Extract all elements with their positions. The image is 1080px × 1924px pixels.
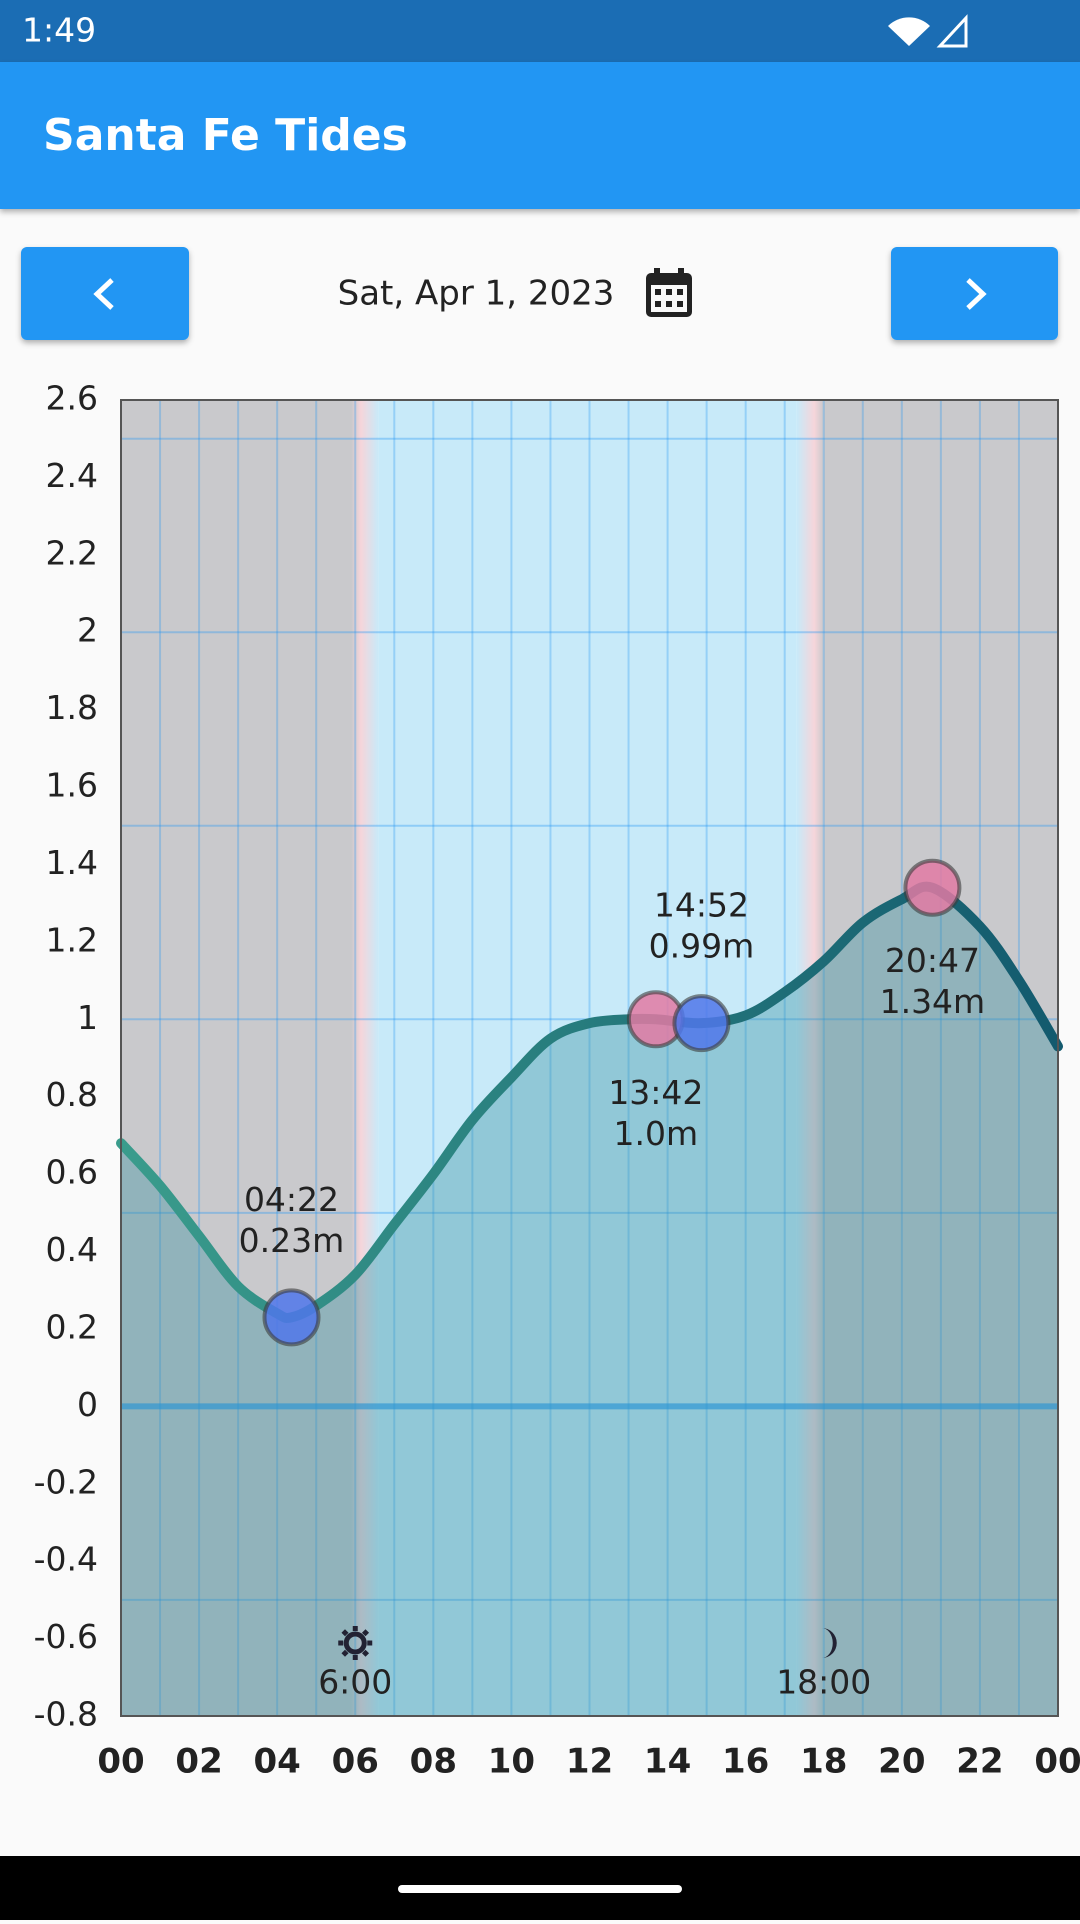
signal-icon — [936, 14, 968, 48]
wifi-icon — [888, 17, 930, 46]
extreme-height: 1.0m — [614, 1114, 699, 1153]
x-tick-label: 08 — [410, 1742, 457, 1782]
x-tick-label: 14 — [644, 1742, 691, 1782]
x-tick-label: 02 — [175, 1742, 222, 1782]
home-indicator — [398, 1885, 682, 1893]
extreme-height: 0.99m — [649, 927, 755, 966]
extreme-time: 13:42 — [608, 1073, 703, 1112]
y-tick-label: 0 — [77, 1385, 98, 1424]
y-tick-label: 2.6 — [46, 379, 98, 418]
next-chevron — [966, 278, 987, 310]
extreme-marker — [903, 858, 962, 917]
tide-area — [121, 886, 1058, 1716]
sunrise-ray — [341, 1629, 349, 1637]
extreme-time: 20:47 — [885, 941, 980, 980]
sunrise-icon — [343, 1631, 367, 1655]
calendar-ring — [654, 268, 660, 278]
dusk-band — [796, 400, 824, 1716]
sunrise-label: 6:00 — [318, 1663, 392, 1702]
x-tick-label: 20 — [878, 1742, 925, 1782]
sunrise-ray — [361, 1629, 370, 1637]
app-bar — [0, 62, 1080, 209]
y-tick-label: 2.2 — [46, 533, 98, 572]
y-tick-label: 1.4 — [46, 843, 98, 882]
extreme-time: 14:52 — [654, 886, 749, 925]
next-button[interactable] — [891, 247, 1058, 340]
y-tick-label: -0.2 — [34, 1462, 98, 1501]
y-tick-label: 1.8 — [46, 688, 98, 727]
extreme-marker — [262, 1288, 321, 1347]
prev-button-bg — [21, 247, 189, 340]
extreme-height: 1.34m — [880, 982, 986, 1021]
next-button-bg — [891, 247, 1058, 340]
y-tick-label: 0.2 — [46, 1307, 98, 1346]
x-tick-label: 06 — [332, 1742, 379, 1782]
x-tick-label: 00 — [1034, 1742, 1080, 1782]
x-tick-label: 16 — [722, 1742, 769, 1782]
prev-chevron — [93, 278, 114, 310]
y-tick-label: 2 — [77, 611, 98, 650]
extreme-height: 0.23m — [239, 1221, 345, 1260]
y-tick-label: 1.6 — [46, 766, 98, 805]
calendar-ring — [678, 268, 684, 278]
night-band — [121, 400, 356, 1716]
y-tick-label: -0.8 — [34, 1695, 98, 1734]
x-tick-label: 00 — [97, 1742, 144, 1782]
plot-border — [120, 399, 1059, 1717]
calendar-button[interactable] — [646, 268, 692, 317]
dawn-band — [351, 400, 379, 1716]
y-tick-label: -0.4 — [34, 1540, 98, 1579]
date-label: Sat, Apr 1, 2023 — [338, 274, 615, 314]
y-tick-label: 2.4 — [46, 456, 98, 495]
x-tick-label: 22 — [956, 1742, 1003, 1782]
x-tick-label: 12 — [566, 1742, 613, 1782]
y-tick-label: 1 — [77, 998, 98, 1037]
sunset-icon — [821, 1628, 837, 1658]
sunrise-ray — [341, 1649, 349, 1657]
extreme-marker — [672, 994, 731, 1053]
x-tick-label: 04 — [254, 1742, 301, 1782]
y-tick-label: 0.8 — [46, 1075, 98, 1114]
x-tick-label: 18 — [800, 1742, 847, 1782]
y-tick-label: -0.6 — [34, 1617, 98, 1656]
extreme-time: 04:22 — [244, 1180, 339, 1219]
app-title: Santa Fe Tides — [43, 110, 408, 161]
x-tick-label: 10 — [488, 1742, 535, 1782]
y-tick-label: 0.4 — [46, 1230, 98, 1269]
prev-button[interactable] — [21, 247, 189, 340]
y-tick-label: 0.6 — [46, 1153, 98, 1192]
sunset-label: 18:00 — [776, 1663, 871, 1702]
sunrise-ray — [361, 1649, 370, 1657]
y-tick-label: 1.2 — [46, 920, 98, 959]
status-time: 1:49 — [22, 11, 96, 50]
calendar-days — [655, 289, 683, 307]
day-band — [378, 400, 797, 1716]
night-band — [823, 400, 1058, 1716]
